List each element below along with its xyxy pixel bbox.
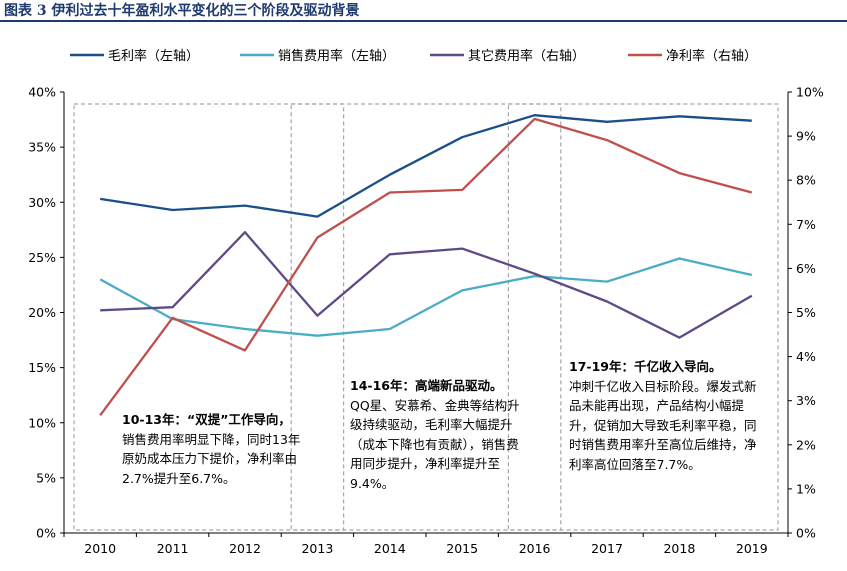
annotation-phase-1-body: 销售费用率明显下降，同时13年原奶成本压力下提价，净利率由2.7%提升至6.7%…: [122, 431, 301, 486]
series-line-2: [99, 257, 753, 337]
y-right-tick-label: 6%: [796, 261, 816, 276]
annotation-phase-3: 17-19年：千亿收入导向。冲刺千亿收入目标阶段。爆发式新品未能再出现，产品结构…: [569, 357, 761, 474]
annotation-phase-2: 14-16年：高端新品驱动。 QQ星、安慕希、金典等结构升级持续驱动，毛利率大幅提…: [350, 376, 530, 493]
y-right-tick-label: 10%: [796, 85, 824, 100]
legend-label-3: 其它费用率（右轴）: [468, 48, 585, 64]
y-right-tick-label: 9%: [796, 129, 816, 144]
y-left-tick-label: 15%: [28, 360, 56, 375]
x-tick-label: 2016: [519, 541, 551, 556]
legend-label-2: 销售费用率（左轴）: [278, 48, 395, 64]
annotation-phase-3-heading: 17-19年：千亿收入导向。: [569, 359, 722, 374]
x-tick-label: 2017: [591, 541, 623, 556]
y-right-tick-label: 3%: [796, 393, 816, 408]
x-tick-label: 2013: [301, 541, 333, 556]
title-rule: [0, 20, 847, 22]
y-right-tick-label: 8%: [796, 173, 816, 188]
series-line-4: [99, 117, 753, 416]
phase-box-2: [290, 103, 562, 531]
series-line-1: [100, 114, 752, 218]
annotation-phase-3-body: 冲刺千亿收入目标阶段。爆发式新品未能再出现，产品结构小幅提升，促销加大导致毛利率…: [569, 378, 757, 472]
y-left-tick-label: 10%: [28, 415, 56, 430]
x-tick-label: 2011: [157, 541, 189, 556]
legend-label-4: 净利率（右轴）: [666, 48, 757, 64]
y-right-tick-label: 0%: [796, 526, 816, 541]
x-tick-label: 2018: [663, 541, 695, 556]
y-left-tick-label: 40%: [28, 85, 56, 100]
y-right-tick-label: 2%: [796, 437, 816, 452]
y-left-tick-label: 20%: [28, 305, 56, 320]
figure-title: 图表 3 伊利过去十年盈利水平变化的三个阶段及驱动背景: [4, 3, 360, 19]
x-tick-label: 2015: [446, 541, 478, 556]
annotation-phase-1-heading: 10-13年：“双提”工作导向，: [122, 412, 291, 427]
y-right-tick-label: 7%: [796, 217, 816, 232]
y-right-tick-label: 5%: [796, 305, 816, 320]
x-tick-label: 2010: [84, 541, 116, 556]
phase-box-3: [507, 103, 779, 531]
annotation-phase-1: 10-13年：“双提”工作导向， 销售费用率明显下降，同时13年原奶成本压力下提价…: [122, 410, 302, 488]
y-left-tick-label: 5%: [36, 470, 56, 485]
legend-label-1: 毛利率（左轴）: [108, 48, 199, 64]
x-tick-label: 2019: [736, 541, 768, 556]
y-right-tick-label: 1%: [796, 481, 816, 496]
series-line-3: [100, 231, 753, 339]
y-left-tick-label: 35%: [28, 140, 56, 155]
x-tick-label: 2014: [374, 541, 406, 556]
y-left-tick-label: 25%: [28, 250, 56, 265]
y-left-tick-label: 30%: [28, 195, 56, 210]
x-tick-label: 2012: [229, 541, 261, 556]
annotation-phase-2-heading: 14-16年：高端新品驱动。: [350, 378, 503, 393]
y-left-tick-label: 0%: [36, 526, 56, 541]
y-right-tick-label: 4%: [796, 349, 816, 364]
phase-box-1: [73, 103, 345, 531]
annotation-phase-2-body: QQ星、安慕希、金典等结构升级持续驱动，毛利率大幅提升（成本下降也有贡献），销售…: [350, 397, 520, 491]
